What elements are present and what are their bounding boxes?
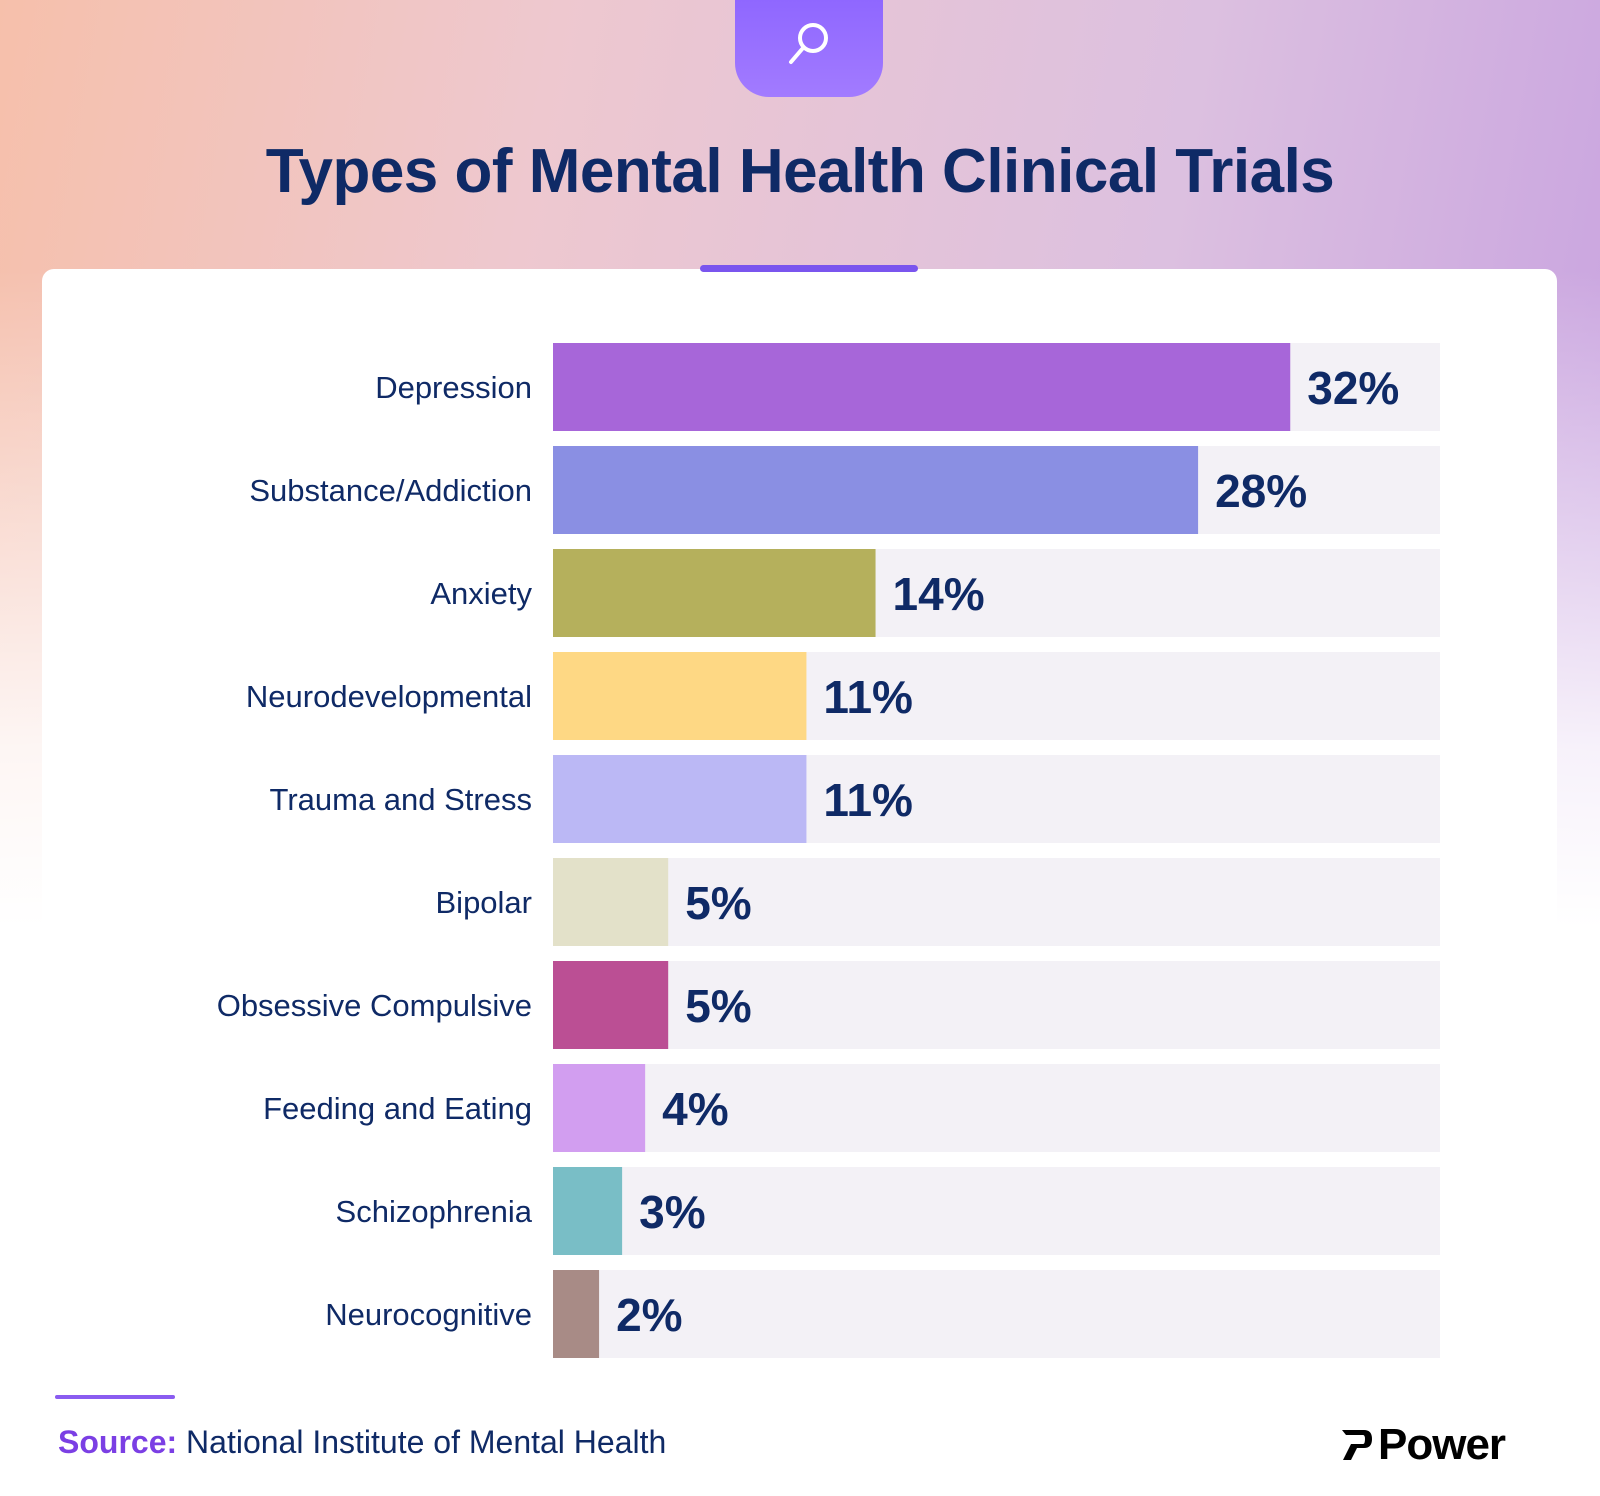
category-label: Neurodevelopmental <box>246 679 532 714</box>
bar-schizophrenia <box>553 1167 623 1255</box>
category-label: Depression <box>375 370 532 405</box>
bar-obsessive-compulsive <box>553 961 669 1049</box>
bar-anxiety <box>553 549 876 637</box>
value-label: 28% <box>1215 465 1307 517</box>
bar-track <box>553 1167 1440 1255</box>
bar-bipolar <box>553 858 669 946</box>
bar-track <box>553 961 1440 1049</box>
bar-trauma-and-stress <box>553 755 807 843</box>
category-label: Schizophrenia <box>336 1194 533 1229</box>
bar-chart: Depression 32% Substance/Addiction 28% Anxie… <box>217 343 1440 1358</box>
source-text: National Institute of Mental Health <box>186 1424 667 1460</box>
category-label: Bipolar <box>436 885 533 920</box>
bar-substance-addiction <box>553 446 1199 534</box>
value-label: 5% <box>685 980 751 1032</box>
bar-depression <box>553 343 1291 431</box>
search-tab[interactable] <box>735 0 883 97</box>
value-label: 14% <box>893 568 985 620</box>
value-label: 11% <box>823 774 913 826</box>
bar-neurodevelopmental <box>553 652 807 740</box>
bar-track <box>553 1270 1440 1358</box>
value-label: 4% <box>662 1083 728 1135</box>
power-logo-icon <box>1342 1430 1372 1460</box>
source-label: Source: <box>58 1424 178 1460</box>
source-note: Source: National Institute of Mental Hea… <box>58 1424 666 1461</box>
value-label: 3% <box>639 1186 705 1238</box>
category-label: Anxiety <box>430 576 532 611</box>
bar-feeding-and-eating <box>553 1064 646 1152</box>
category-label: Feeding and Eating <box>263 1091 532 1126</box>
value-label: 11% <box>823 671 913 723</box>
value-label: 5% <box>685 877 751 929</box>
category-label: Substance/Addiction <box>249 473 532 508</box>
brand-logo[interactable]: Power <box>1340 1420 1506 1470</box>
source-divider <box>55 1395 175 1399</box>
page-title: Types of Mental Health Clinical Trials <box>265 137 1335 206</box>
value-label: 32% <box>1307 362 1399 414</box>
value-label: 2% <box>616 1289 682 1341</box>
category-label: Neurocognitive <box>325 1297 532 1332</box>
bar-neurocognitive <box>553 1270 600 1358</box>
bar-track <box>553 1064 1440 1152</box>
title-underline <box>700 265 918 272</box>
search-icon <box>789 23 828 64</box>
category-label: Obsessive Compulsive <box>217 988 532 1023</box>
category-label: Trauma and Stress <box>270 782 532 817</box>
brand-name: Power <box>1378 1420 1506 1469</box>
bar-track <box>553 858 1440 946</box>
